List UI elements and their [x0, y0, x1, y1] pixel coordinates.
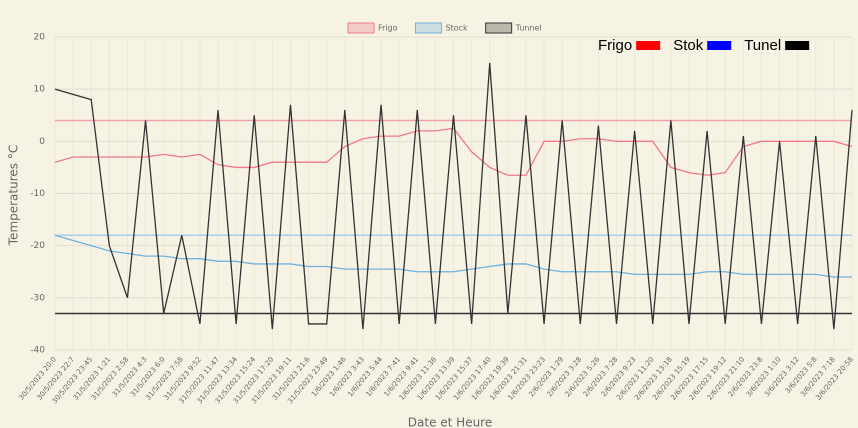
annotation-swatch — [785, 41, 810, 50]
y-tick-label: -20 — [30, 241, 45, 251]
x-axis-label: Date et Heure — [408, 416, 492, 428]
y-tick-label: 10 — [34, 85, 46, 95]
series-line — [54, 234, 852, 278]
y-axis-label: Temperatures °C — [7, 145, 21, 246]
y-tick-label: -30 — [30, 293, 45, 303]
annotation-swatch — [636, 41, 661, 50]
legend-label: Stock — [446, 24, 469, 33]
legend-swatch — [347, 22, 375, 34]
legend-swatch — [415, 22, 443, 34]
legend-swatch — [485, 22, 513, 34]
legend-label: Frigo — [378, 24, 398, 33]
annotation-swatch — [707, 41, 732, 50]
y-tick-label: 20 — [34, 33, 46, 43]
y-tick-label: -40 — [30, 346, 45, 356]
annotation-label: Tunel — [744, 37, 781, 54]
legend-label: Tunnel — [515, 24, 542, 33]
y-tick-label: -10 — [30, 189, 45, 199]
annotation-label: Stok — [673, 37, 704, 54]
annotation-label: Frigo — [598, 37, 632, 54]
series-line — [54, 63, 853, 330]
y-tick-label: 0 — [39, 137, 45, 147]
series-line — [54, 127, 853, 176]
